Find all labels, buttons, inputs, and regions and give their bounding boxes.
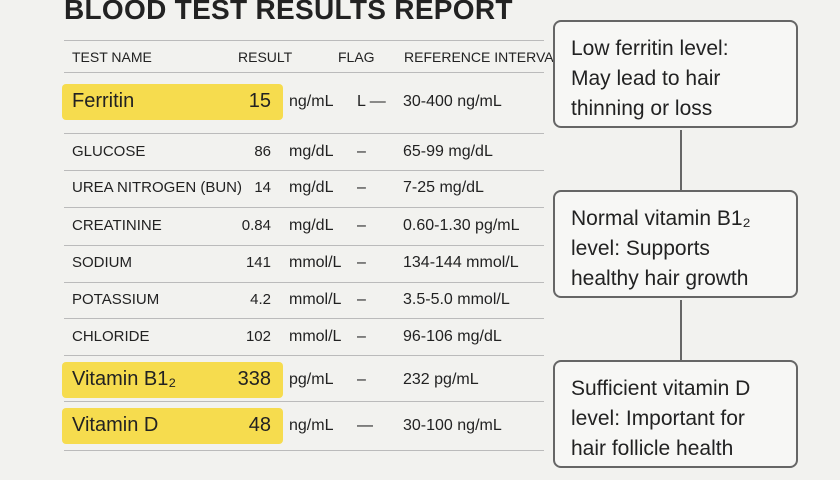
callout: Sufficient vitamin D level: Important for… [553,360,798,468]
column-header: RESULT [238,49,293,65]
flag: – [357,179,366,196]
test-name: CHLORIDE [72,328,150,345]
rule [64,355,544,356]
unit: pg/mL [289,371,334,388]
rule [64,133,544,134]
reference: 65-99 mg/dL [403,143,493,160]
unit: ng/mL [289,417,334,434]
result: 15 [248,90,271,112]
callout-line: May lead to hair [571,67,721,90]
connector [680,300,682,360]
reference: 30-100 ng/mL [403,417,502,434]
unit: mg/dL [289,217,334,234]
callout-line: thinning or loss [571,97,713,120]
result: 86 [254,143,271,160]
unit: mmol/L [289,291,342,308]
connector [680,130,682,190]
rule [64,72,544,73]
callout-line: healthy hair growth [571,267,749,290]
unit: mmol/L [289,328,342,345]
test-name: GLUCOSE [72,143,146,160]
rule [64,401,544,402]
unit: mg/dL [289,179,334,196]
flag: — [357,417,373,434]
highlight [62,84,283,120]
rule [64,282,544,283]
flag: – [357,254,366,271]
column-header: FLAG [338,49,375,65]
flag: L — [357,93,386,110]
result: 338 [237,368,271,390]
callout-line: Low ferritin level: [571,37,729,60]
unit: ng/mL [289,93,334,110]
reference: 0.60-1.30 pg/mL [403,217,520,234]
reference: 30-400 ng/mL [403,93,502,110]
result: 141 [245,254,271,271]
test-name: Vitamin D [72,414,159,436]
unit: mmol/L [289,254,342,271]
test-name: UREA NITROGEN (BUN) [72,179,243,196]
highlight [62,362,283,398]
test-name: CREATININE [72,217,162,234]
result: 0.84 [241,217,271,234]
test-name: Vitamin B1₂ [72,368,177,390]
callout-line: hair follicle health [571,437,734,460]
reference: 232 pg/mL [403,371,479,388]
rule [64,245,544,246]
flag: – [357,371,366,388]
result: 48 [248,414,271,436]
callout-line: Normal vitamin B1₂ [571,207,751,230]
unit: mg/dL [289,143,334,160]
reference: 96-106 mg/dL [403,328,502,345]
test-name: Ferritin [72,90,135,112]
flag: – [357,291,366,308]
flag: – [357,328,366,345]
callout: Normal vitamin B1₂ level: Supports healthy… [553,190,798,298]
reference: 7-25 mg/dL [403,179,484,196]
result: 4.2 [250,291,271,308]
rule [64,207,544,208]
reference: 3.5-5.0 mmol/L [403,291,510,308]
test-name: POTASSIUM [72,291,160,308]
callout-line: Sufficient vitamin D [571,377,751,400]
result: 102 [245,328,271,345]
reference: 134-144 mmol/L [403,254,519,271]
column-header: REFERENCE INTERVAL [404,49,562,65]
result: 14 [254,179,271,196]
rule [64,170,544,171]
rule [64,450,544,451]
callout-line: level: Supports [571,237,710,260]
callout: Low ferritin level: May lead to hair thinn… [553,20,798,128]
highlight [62,408,283,444]
flag: – [357,217,366,234]
rule [64,40,544,41]
flag: – [357,143,366,160]
test-name: SODIUM [72,254,132,271]
callout-line: level: Important for [571,407,745,430]
rule [64,318,544,319]
title: BLOOD TEST RESULTS REPORT [64,0,513,25]
column-header: TEST NAME [72,49,152,65]
